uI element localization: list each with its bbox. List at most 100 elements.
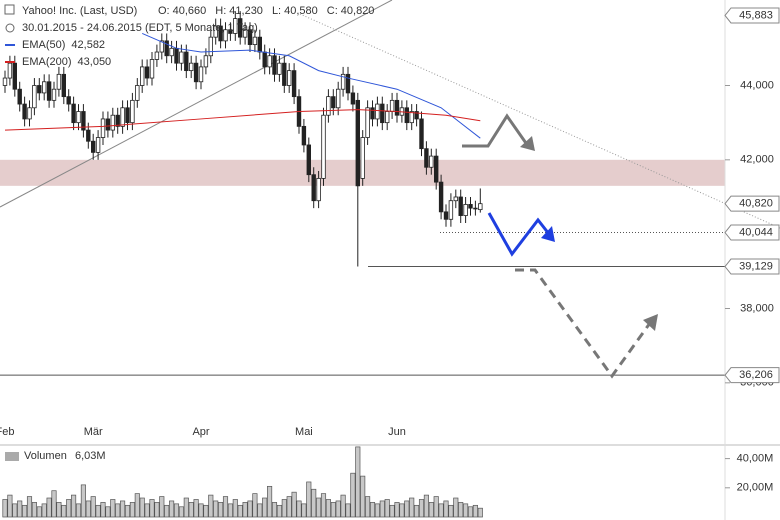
volume-tick-label: 40,00M: [737, 453, 774, 465]
quote-value: 40,820: [341, 5, 375, 17]
volume-bar: [46, 497, 52, 518]
price-marker-label: 40,820: [739, 198, 773, 210]
price-marker: [724, 258, 780, 275]
candle-body: [468, 204, 473, 209]
candle-body: [61, 73, 66, 98]
overlays: [4, 32, 481, 139]
date-range: 30.01.2015 - 24.06.2015 (EDT, 5 Monate, …: [22, 22, 258, 34]
volume-bar: [271, 502, 278, 518]
candle-body: [188, 62, 194, 72]
volume-bar: [124, 504, 131, 518]
volume-bar: [384, 499, 390, 518]
volume-bar: [36, 506, 42, 518]
volume-bar: [458, 502, 464, 518]
volume-bar: [100, 502, 106, 518]
candle-body: [203, 55, 209, 68]
volume-bar: [222, 496, 229, 518]
candle-body: [429, 155, 434, 168]
ema-line: [142, 32, 481, 139]
quote-value: 41,230: [229, 5, 263, 17]
volume-bar: [188, 502, 194, 518]
candle-body: [2, 77, 8, 86]
price-marker-label: 36,206: [739, 369, 773, 381]
volume-bar: [237, 504, 243, 518]
candle-body: [100, 118, 106, 138]
trend-line: [0, 0, 393, 208]
candle-body: [321, 114, 326, 179]
volume-bar: [276, 504, 282, 518]
candle-body: [27, 107, 32, 120]
candle-body: [419, 118, 424, 150]
volume-title: Volumen: [24, 450, 67, 462]
volume-bar: [169, 500, 175, 518]
candle-body: [478, 203, 483, 211]
candle-body: [115, 114, 120, 127]
candle-body: [120, 107, 125, 127]
volume-bar: [198, 503, 204, 518]
volume-bar: [218, 502, 224, 518]
volume-bar: [389, 504, 395, 518]
candle-body: [463, 204, 468, 216]
volume-bar: [301, 503, 307, 518]
x-tick-label: Mai: [295, 426, 313, 438]
volume-bar: [115, 503, 121, 518]
candle-body: [409, 111, 414, 124]
volume-bar: [85, 500, 91, 518]
volume-bar: [267, 485, 273, 518]
volume-bar: [291, 491, 297, 518]
volume-bar: [80, 484, 86, 518]
icon: [5, 23, 15, 33]
header: Yahoo! Inc. (Last, USD) O: 40,660 H: 41,230…: [4, 4, 375, 462]
candle-body: [365, 107, 370, 138]
candle-body: [37, 85, 42, 94]
candle-body: [105, 118, 111, 131]
candle-body: [394, 99, 400, 116]
quote-key: O:: [158, 5, 170, 17]
volume-last: 6,03M: [75, 450, 106, 462]
candle-body: [198, 66, 204, 83]
candle-body: [149, 59, 155, 79]
candle-body: [433, 155, 439, 183]
volume-bar: [286, 496, 292, 518]
x-tick-label: Mär: [84, 426, 103, 438]
candle-body: [326, 96, 331, 116]
candle-body: [86, 129, 91, 142]
candle-body: [355, 99, 360, 187]
volume: 40,00M 20,00M: [2, 446, 774, 518]
candle-body: [262, 51, 267, 68]
candle-body: [306, 144, 311, 176]
volume-bar: [360, 475, 366, 518]
volume-bar: [296, 500, 302, 518]
volume-bar: [26, 496, 33, 518]
legend-label: EMA(200): [22, 56, 72, 68]
volume-bar: [208, 494, 214, 518]
volume-bar: [472, 504, 478, 518]
legend: EMA(50) 42,582 EMA(200) 43,050: [5, 39, 111, 68]
volume-bar: [252, 493, 258, 518]
candle-body: [213, 25, 218, 38]
candle-body: [12, 62, 17, 90]
candle-body: [233, 18, 238, 34]
volume-bar: [71, 494, 77, 518]
candle-body: [267, 55, 272, 68]
volume-bar: [399, 503, 405, 518]
volume-bar: [247, 500, 253, 518]
candle-body: [257, 36, 262, 53]
volume-bar: [262, 497, 268, 518]
legend-value: 43,050: [78, 56, 112, 68]
candle-body: [139, 66, 145, 86]
volume-bar: [159, 496, 165, 518]
volume-bar: [56, 502, 62, 518]
volume-bar: [105, 506, 111, 518]
candle-body: [66, 96, 71, 105]
quote-key: L:: [272, 5, 281, 17]
candle-body: [301, 125, 307, 146]
volume-bar: [173, 503, 180, 518]
candle-body: [22, 103, 27, 120]
candle-body: [473, 207, 478, 210]
volume-bar: [90, 496, 96, 518]
candle-body: [384, 111, 390, 124]
candle-body: [164, 40, 169, 57]
volume-bar: [428, 502, 434, 518]
candle-body: [46, 81, 52, 101]
